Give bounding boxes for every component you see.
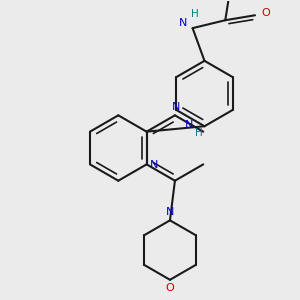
Text: N: N [166, 207, 174, 218]
Text: N: N [178, 18, 187, 28]
Text: N: N [185, 120, 194, 130]
Text: O: O [166, 283, 174, 293]
Text: H: H [196, 128, 203, 138]
Text: N: N [150, 160, 159, 170]
Text: N: N [172, 102, 180, 112]
Text: H: H [191, 9, 199, 19]
Text: O: O [262, 8, 270, 18]
